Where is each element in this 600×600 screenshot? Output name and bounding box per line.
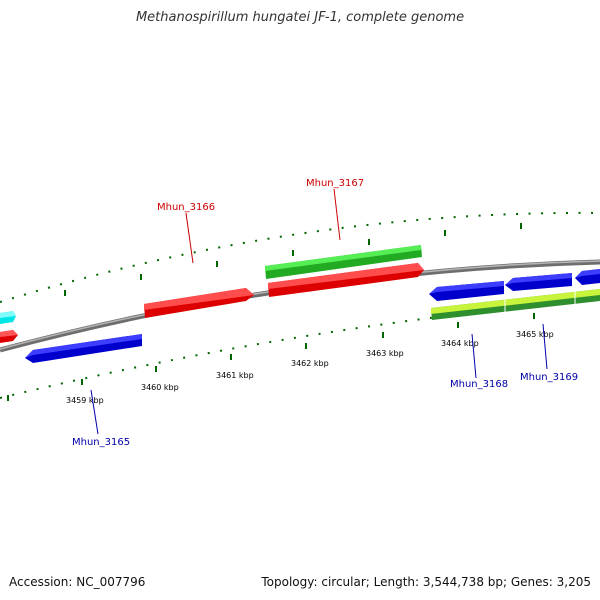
gene-feature-inner-green[interactable] (431, 289, 600, 320)
gene-mhun-3166[interactable] (144, 288, 254, 318)
gene-mhun-3167[interactable] (268, 263, 424, 297)
gene-feature-blue-right[interactable] (575, 269, 600, 285)
gene-mhun-3169[interactable] (505, 273, 572, 291)
major-ticks (7, 223, 535, 401)
genome-summary-text: Topology: circular; Length: 3,544,738 bp… (261, 575, 591, 589)
gene-mhun-3167-rna[interactable] (265, 245, 422, 279)
scale-label: 3461 kbp (216, 371, 254, 380)
label-leaders (90, 188, 548, 435)
gene-mhun-3168[interactable] (429, 281, 504, 301)
scale-label: 3460 kbp (141, 383, 179, 392)
accession-text: Accession: NC_007796 (9, 575, 146, 589)
gene-feature-red-left[interactable] (0, 330, 18, 343)
gene-label[interactable]: Mhun_3167 (306, 178, 364, 189)
gene-label[interactable]: Mhun_3165 (72, 437, 130, 448)
scale-label: 3464 kbp (441, 339, 479, 348)
gene-label[interactable]: Mhun_3169 (520, 372, 578, 383)
map-title: Methanospirillum hungatei JF-1, complete… (135, 10, 465, 25)
gene-mhun-3165[interactable] (25, 334, 142, 363)
scale-label: 3465 kbp (516, 330, 554, 339)
scale-label: 3462 kbp (291, 359, 329, 368)
gene-label[interactable]: Mhun_3166 (157, 202, 215, 213)
scale-label: 3463 kbp (366, 349, 404, 358)
gene-label[interactable]: Mhun_3168 (450, 379, 508, 390)
gene-feature-cyan[interactable] (0, 311, 16, 324)
scale-label: 3459 kbp (66, 396, 104, 405)
